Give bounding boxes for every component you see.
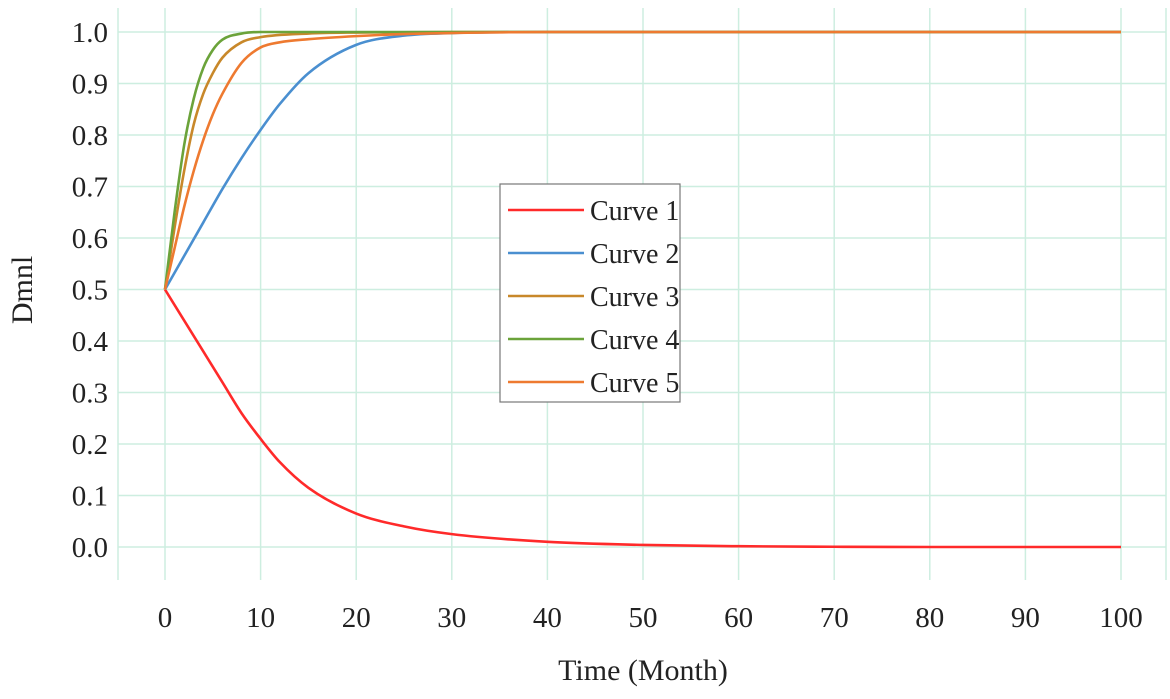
y-tick-label: 0.5 <box>72 275 108 307</box>
series-lines <box>163 30 1121 549</box>
x-tick-label: 90 <box>1011 602 1040 634</box>
legend-label: Curve 1 <box>590 196 679 227</box>
x-tick-label: 50 <box>629 602 658 634</box>
y-tick-label: 0.7 <box>72 172 108 204</box>
legend-label: Curve 2 <box>590 239 679 270</box>
series-line-curve-1 <box>163 288 1121 549</box>
series-line-curve-5 <box>163 30 1121 290</box>
x-axis-label: Time (Month) <box>558 654 728 687</box>
legend-label: Curve 3 <box>590 282 679 313</box>
y-tick-label: 0.3 <box>72 378 108 410</box>
y-tick-label: 0.8 <box>72 120 108 152</box>
x-tick-label: 30 <box>437 602 466 634</box>
x-tick-label: 70 <box>820 602 849 634</box>
legend-label: Curve 5 <box>590 368 679 399</box>
x-tick-label: 40 <box>533 602 562 634</box>
y-tick-label: 0.1 <box>72 481 108 513</box>
x-tick-label: 20 <box>342 602 371 634</box>
y-tick-label: 1.0 <box>72 17 108 49</box>
legend-box <box>499 183 681 403</box>
legend: Curve 1 Curve 2 Curve 3 Curve 4 Curve 5 <box>499 183 681 403</box>
x-tick-label: 0 <box>158 602 173 634</box>
x-tick-label: 80 <box>915 602 944 634</box>
x-tick-label: 60 <box>724 602 753 634</box>
x-axis-ticks: 0 10 20 30 40 50 60 70 80 90 100 <box>158 602 1143 634</box>
y-axis-ticks: 0.0 0.1 0.2 0.3 0.4 0.5 0.6 0.7 0.8 0.9 1.0 <box>72 17 109 564</box>
legend-label: Curve 4 <box>590 325 679 356</box>
y-tick-label: 0.6 <box>72 223 108 255</box>
y-tick-label: 0.9 <box>72 69 108 101</box>
y-tick-label: 0.0 <box>72 532 108 564</box>
y-tick-label: 0.2 <box>72 429 108 461</box>
y-tick-label: 0.4 <box>72 326 109 358</box>
x-tick-label: 10 <box>246 602 275 634</box>
y-axis-label: Dmnl <box>6 256 39 324</box>
x-tick-label: 100 <box>1099 602 1143 634</box>
